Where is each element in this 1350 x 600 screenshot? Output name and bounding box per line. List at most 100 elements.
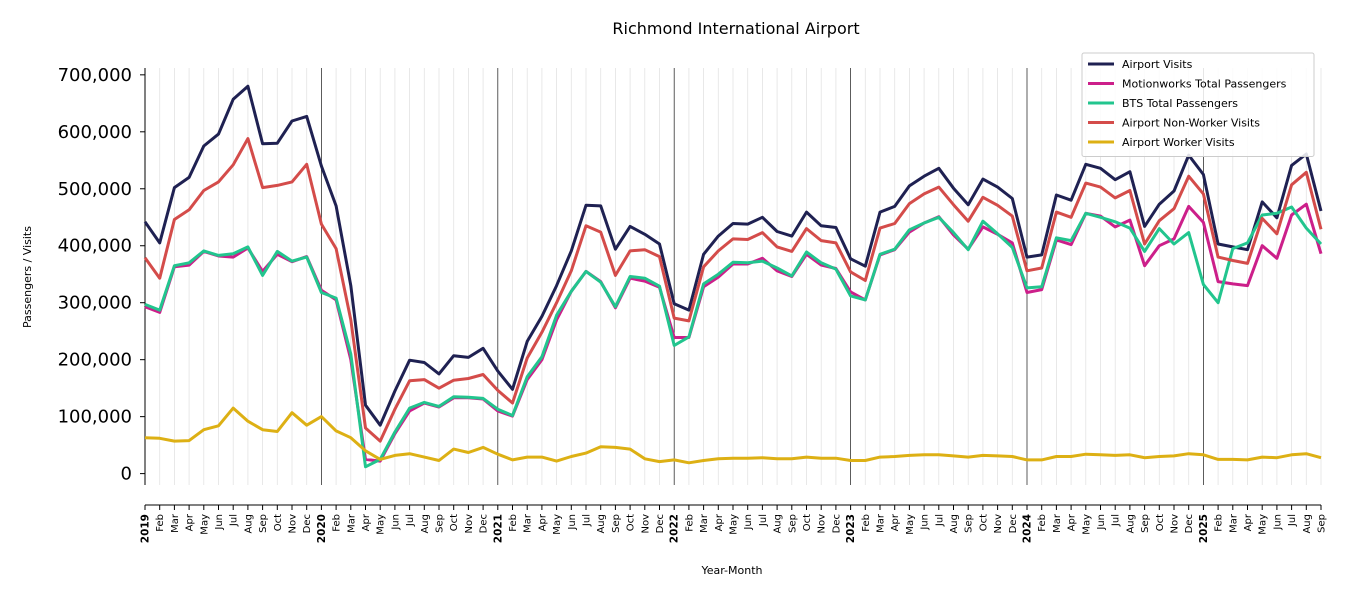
x-tick-label-month: Dec xyxy=(1184,514,1195,533)
x-tick-label-month: May xyxy=(199,514,210,535)
series-line xyxy=(143,84,1323,427)
x-tick-label-month: Dec xyxy=(302,514,313,533)
x-tick-label-month: Feb xyxy=(508,514,519,532)
x-tick-label-month: Dec xyxy=(655,514,666,533)
y-tick-label: 0 xyxy=(121,464,132,485)
x-tick-label-month: Nov xyxy=(1170,514,1181,534)
x-tick-label-month: Mar xyxy=(1228,513,1239,533)
x-tick-label-month: Jul xyxy=(229,514,240,527)
x-tick-label-month: Mar xyxy=(170,513,181,533)
x-tick-label-month: Aug xyxy=(243,514,254,534)
grid xyxy=(159,68,1322,485)
x-tick-label-month: Jun xyxy=(743,514,754,531)
x-tick-label-month: Apr xyxy=(1243,513,1254,531)
x-tick-label-month: Dec xyxy=(831,514,842,533)
x-tick-label-month: Sep xyxy=(258,514,269,533)
x-tick-label-month: Jul xyxy=(934,514,945,527)
x-tick-label-month: Jun xyxy=(567,514,578,531)
x-tick-label-year: 2022 xyxy=(669,514,681,543)
series-line xyxy=(143,137,1323,443)
series-lines xyxy=(143,84,1323,469)
x-tick-label-month: Jul xyxy=(405,514,416,527)
x-tick-label-month: Sep xyxy=(1140,514,1151,533)
x-tick-label-month: Jun xyxy=(920,514,931,531)
x-tick-label-month: Apr xyxy=(361,513,372,531)
x-tick-label-month: Jun xyxy=(214,514,225,531)
x-tick-label-month: Mar xyxy=(1052,513,1063,533)
x-tick-label-month: Jul xyxy=(1287,514,1298,527)
x-tick-label-month: Mar xyxy=(699,513,710,533)
x-tick-label-month: Aug xyxy=(1302,514,1313,534)
y-tick-label: 600,000 xyxy=(58,122,132,143)
x-tick-label-month: May xyxy=(552,514,563,535)
x-tick-label-month: Feb xyxy=(861,514,872,532)
y-tick-label: 500,000 xyxy=(58,179,132,200)
x-tick-label-month: Nov xyxy=(817,514,828,534)
x-tick-label-year: 2021 xyxy=(492,514,504,543)
x-tick-label-month: Aug xyxy=(596,514,607,534)
x-tick-label-month: Jun xyxy=(390,514,401,531)
y-tick-label: 200,000 xyxy=(58,350,132,371)
x-tick-label-month: Oct xyxy=(978,514,989,531)
y-tick-label: 700,000 xyxy=(58,65,132,86)
series-line xyxy=(144,205,1323,469)
x-tick-label-year: 2020 xyxy=(316,514,328,543)
x-tick-label-month: May xyxy=(1081,514,1092,535)
legend: Airport Visits Motionworks Total Passenge… xyxy=(1081,52,1315,157)
x-axis-label: Year-Month xyxy=(700,564,762,577)
x-tick-label-month: Jun xyxy=(1096,514,1107,531)
axes: 0 100,000 200,000 300,000 400,000 500,000 600,… xyxy=(58,65,1328,543)
x-tick-label-month: Feb xyxy=(155,514,166,532)
legend-label: Airport Worker Visits xyxy=(1122,136,1235,149)
x-tick-label-month: Sep xyxy=(964,514,975,533)
x-tick-label-month: Oct xyxy=(449,514,460,531)
y-tick-label: 400,000 xyxy=(58,236,132,257)
x-tick-label-month: Apr xyxy=(714,513,725,531)
x-tick-label-month: Mar xyxy=(876,513,887,533)
x-tick-label-month: Apr xyxy=(537,513,548,531)
x-tick-label-month: Oct xyxy=(802,514,813,531)
x-tick-label-month: May xyxy=(729,514,740,535)
legend-label: Motionworks Total Passengers xyxy=(1122,78,1287,91)
x-tick-label-month: Feb xyxy=(332,514,343,532)
y-tick-label: 300,000 xyxy=(58,293,132,314)
x-tick-label-year: 2023 xyxy=(845,514,857,543)
x-tick-label-month: Aug xyxy=(773,514,784,534)
x-tick-label-month: Feb xyxy=(1037,514,1048,532)
x-tick-label-month: May xyxy=(1258,514,1269,535)
x-tick-label-month: May xyxy=(376,514,387,535)
x-tick-label-month: Oct xyxy=(273,514,284,531)
x-tick-label-year: 2025 xyxy=(1198,514,1210,543)
x-tick-label-month: Jul xyxy=(1111,514,1122,527)
x-tick-label-month: May xyxy=(905,514,916,535)
x-tick-label-month: Apr xyxy=(1067,513,1078,531)
x-tick-label-month: Feb xyxy=(684,514,695,532)
x-tick-label-month: Dec xyxy=(479,514,490,533)
x-tick-label-month: Feb xyxy=(1214,514,1225,532)
x-tick-label-month: Nov xyxy=(288,514,299,534)
x-tick-label-month: Sep xyxy=(787,514,798,533)
x-tick-label-month: Sep xyxy=(435,514,446,533)
x-tick-label-month: Nov xyxy=(993,514,1004,534)
x-tick-label-month: Jul xyxy=(758,514,769,527)
x-tick-label-month: Jun xyxy=(1272,514,1283,531)
x-tick-label-month: Sep xyxy=(1317,514,1328,533)
x-tick-label-month: Jul xyxy=(582,514,593,527)
x-tick-label-month: Dec xyxy=(1008,514,1019,533)
x-tick-label-year: 2024 xyxy=(1022,514,1034,543)
y-axis-label: Passengers / Visits xyxy=(21,226,34,328)
legend-label: Airport Non-Worker Visits xyxy=(1122,117,1260,130)
legend-label: Airport Visits xyxy=(1122,58,1193,71)
legend-box xyxy=(1081,52,1315,157)
x-tick-label-month: Aug xyxy=(1125,514,1136,534)
x-tick-label-month: Oct xyxy=(626,514,637,531)
x-tick-label-month: Mar xyxy=(346,513,357,533)
x-tick-label-month: Mar xyxy=(523,513,534,533)
x-tick-label-year: 2019 xyxy=(140,514,152,543)
x-tick-label-month: Nov xyxy=(464,514,475,534)
y-tick-label: 100,000 xyxy=(58,407,132,428)
legend-label: BTS Total Passengers xyxy=(1122,97,1238,110)
x-tick-label-month: Oct xyxy=(1155,514,1166,531)
x-tick-label-month: Nov xyxy=(640,514,651,534)
